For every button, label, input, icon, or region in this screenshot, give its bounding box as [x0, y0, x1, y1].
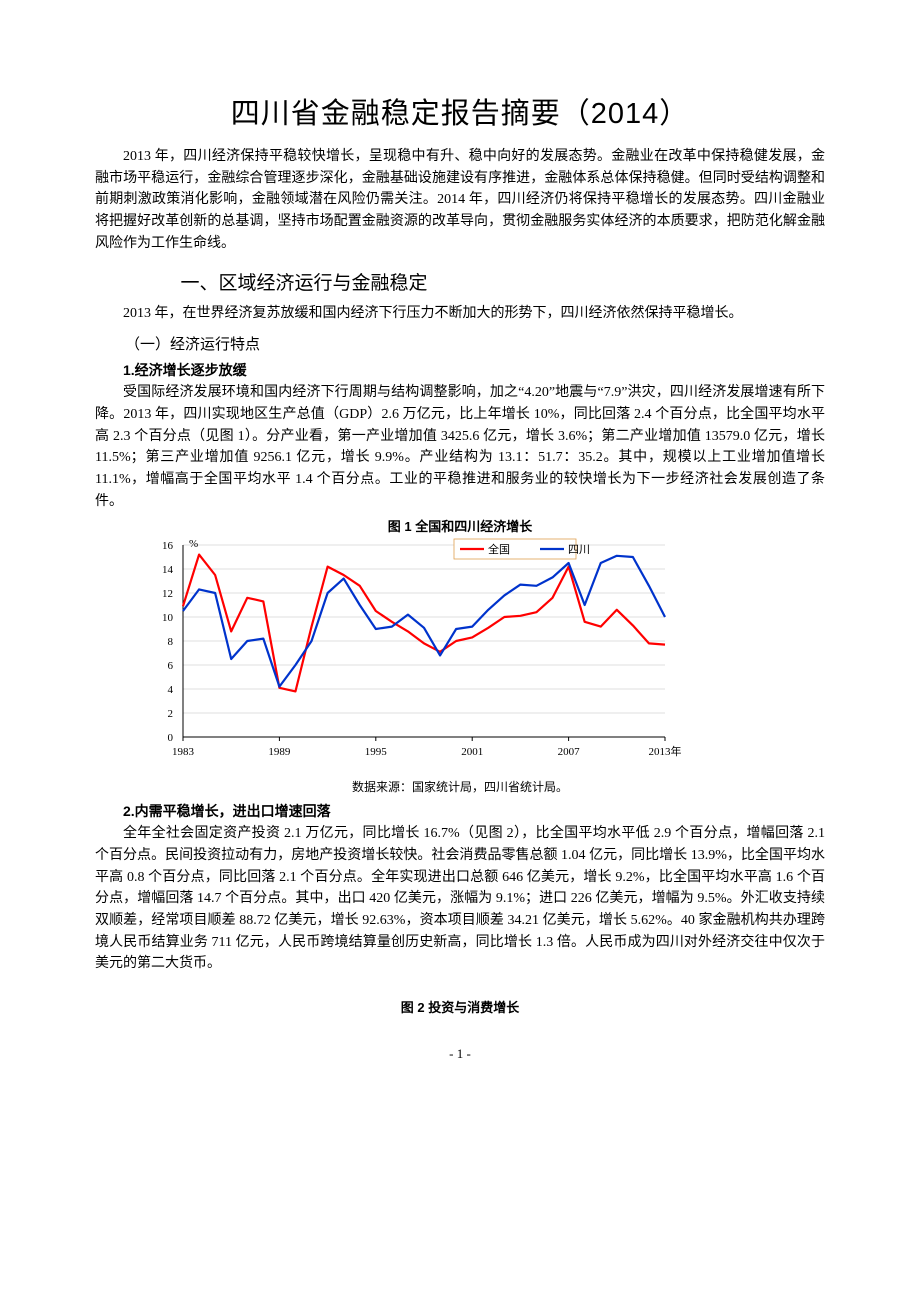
page-number: - 1 - [95, 1046, 825, 1062]
point-2-heading: 2.内需平稳增长，进出口增速回落 [95, 801, 825, 821]
intro-paragraph: 2013 年，四川经济保持平稳较快增长，呈现稳中有升、稳中向好的发展态势。金融业… [95, 146, 825, 254]
svg-text:14: 14 [162, 564, 174, 576]
svg-text:2: 2 [168, 708, 174, 720]
svg-text:1983: 1983 [172, 746, 195, 758]
svg-text:8: 8 [168, 636, 174, 648]
svg-text:四川: 四川 [568, 544, 590, 556]
svg-text:10: 10 [162, 612, 174, 624]
svg-text:12: 12 [162, 588, 173, 600]
svg-text:0: 0 [168, 732, 174, 744]
section-1-heading: 一、区域经济运行与金融稳定 [95, 268, 825, 295]
figure-1-title: 图 1 全国和四川经济增长 [95, 516, 825, 535]
svg-text:2001: 2001 [461, 746, 483, 758]
svg-text:2007: 2007 [558, 746, 581, 758]
svg-text:16: 16 [162, 540, 174, 552]
section-1-intro: 2013 年，在世界经济复苏放缓和国内经济下行压力不断加大的形势下，四川经济依然… [95, 303, 825, 325]
svg-text:6: 6 [168, 660, 174, 672]
point-1-paragraph: 受国际经济发展环境和国内经济下行周期与结构调整影响，加之“4.20”地震与“7.… [95, 382, 825, 512]
svg-text:%: % [189, 538, 198, 550]
svg-text:4: 4 [168, 684, 174, 696]
doc-title: 四川省金融稳定报告摘要（2014） [95, 90, 825, 132]
subsection-1-1-heading: （一）经济运行特点 [95, 333, 825, 354]
svg-text:1989: 1989 [268, 746, 291, 758]
svg-text:2013年: 2013年 [649, 744, 682, 758]
figure-1-source: 数据来源：国家统计局，四川省统计局。 [95, 778, 825, 795]
point-2-paragraph: 全年全社会固定资产投资 2.1 万亿元，同比增长 16.7%（见图 2），比全国… [95, 823, 825, 975]
figure-2-title: 图 2 投资与消费增长 [95, 997, 825, 1016]
page: 四川省金融稳定报告摘要（2014） 2013 年，四川经济保持平稳较快增长，呈现… [0, 0, 920, 1302]
svg-text:1995: 1995 [365, 746, 388, 758]
point-1-heading: 1.经济增长逐步放缓 [95, 360, 825, 380]
figure-1-chart: 0 2 4 6 8 10 12 14 16% 1983 1989 1995 2001 2007 2013年 全… [125, 537, 685, 772]
svg-text:全国: 全国 [488, 542, 510, 556]
